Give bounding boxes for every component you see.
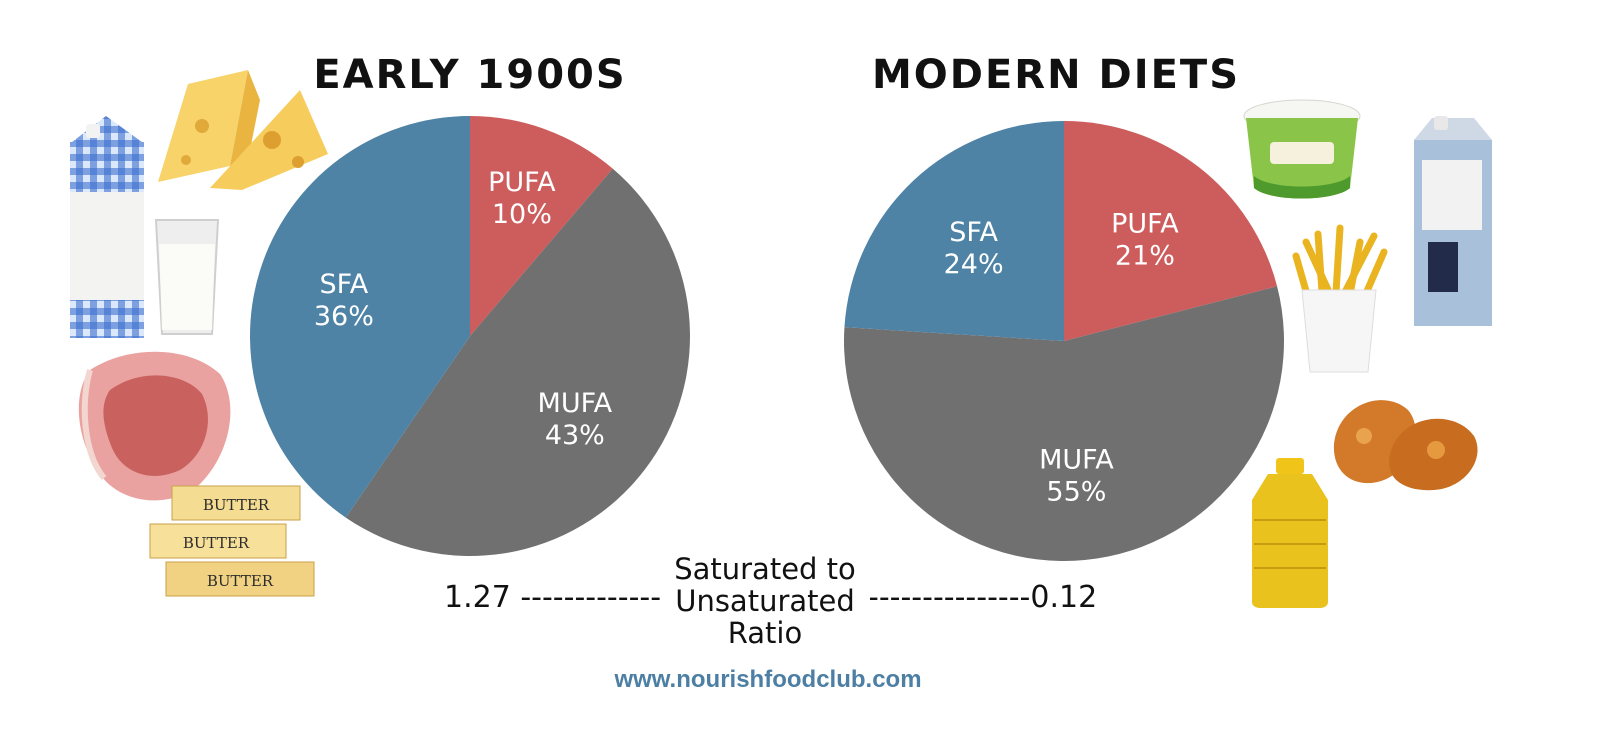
pie-value-early-1900s-mufa: 43%: [545, 420, 605, 451]
pie-value-early-1900s-sfa: 36%: [314, 301, 374, 332]
cooking-oil-bottle-image: [1252, 458, 1328, 608]
svg-text:BUTTER: BUTTER: [207, 572, 274, 590]
pie-label-early-1900s-sfa: SFA: [320, 269, 369, 300]
pie-slice-modern-diets-mufa: [844, 286, 1284, 562]
chart-title-modern-diets: MODERN DIETS: [871, 52, 1241, 98]
pork-chop-image: [78, 351, 231, 501]
pie-label-modern-diets-mufa: MUFA: [1039, 444, 1114, 475]
ratio-label: Saturated to Unsaturated Ratio: [660, 553, 870, 649]
pie-label-modern-diets-pufa: PUFA: [1111, 209, 1179, 240]
cheese-image: [158, 70, 328, 190]
milk-carton-image: [70, 116, 144, 338]
pie-label-early-1900s-pufa: PUFA: [488, 167, 556, 198]
site-url: www.nourishfoodclub.com: [614, 666, 922, 693]
pie-slice-early-1900s-mufa: [345, 168, 690, 556]
fried-chicken-image: [1333, 400, 1478, 491]
ratio-value-early-1900s: 1.27 --------------: [444, 580, 672, 615]
french-fries-image: [1292, 224, 1388, 373]
pie-slice-modern-diets-pufa: [1064, 121, 1278, 341]
pie-slice-early-1900s-pufa: [470, 116, 613, 336]
pie-label-early-1900s-mufa: MUFA: [538, 388, 613, 419]
pie-slice-early-1900s-sfa: [250, 116, 470, 518]
margarine-tub-image: [1243, 99, 1361, 199]
ratio-value-modern-diets: ---------------0.12: [868, 580, 1098, 615]
pie-value-early-1900s-pufa: 10%: [492, 199, 552, 230]
pie-label-modern-diets-sfa: SFA: [949, 217, 998, 248]
pie-value-modern-diets-sfa: 24%: [944, 249, 1004, 280]
svg-text:BUTTER: BUTTER: [203, 496, 270, 514]
svg-text:BUTTER: BUTTER: [183, 534, 250, 552]
oat-milk-carton-image: [1414, 116, 1492, 326]
pie-value-modern-diets-mufa: 55%: [1046, 476, 1106, 507]
pie-slice-modern-diets-sfa: [844, 121, 1064, 341]
butter-sticks-image: BUTTER BUTTER BUTTER: [149, 485, 315, 597]
chart-title-early-1900s: EARLY 1900S: [313, 52, 627, 98]
glass-of-milk-image: [154, 219, 220, 335]
pie-value-modern-diets-pufa: 21%: [1115, 241, 1175, 272]
